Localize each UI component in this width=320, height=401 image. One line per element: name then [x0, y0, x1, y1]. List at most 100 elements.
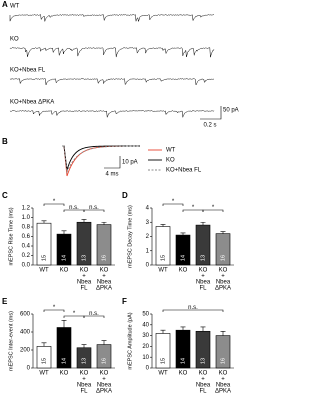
y-tick-label: 0 [146, 263, 150, 269]
y-tick-label: 40 [142, 322, 149, 328]
x-tick-label: FL [80, 286, 88, 292]
x-tick-label: ΔPKA [96, 389, 112, 395]
sig-bracket [83, 209, 105, 212]
n-label: 14 [61, 358, 67, 364]
n-label: 14 [61, 255, 67, 261]
x-tick-label: ΔPKA [215, 286, 231, 292]
error-bar [61, 230, 67, 235]
trace [9, 47, 215, 58]
panel-label: C [2, 191, 8, 200]
y-tick-label: 4 [146, 206, 150, 212]
n-label: 15 [160, 358, 166, 364]
scale-y: 50 pA [223, 108, 239, 114]
n-label: 16 [101, 358, 107, 364]
y-axis-label: mEPSC Inter-event (ms) [8, 311, 14, 371]
error-bar [81, 219, 87, 223]
x-tick-label: KO [80, 371, 89, 377]
legend-label: WT [166, 148, 176, 154]
x-tick-label: KO [199, 268, 208, 274]
avg-trace [62, 145, 141, 174]
error-bar [101, 221, 107, 225]
n-label: 13 [200, 255, 206, 261]
sig-bracket [202, 209, 224, 212]
error-bar [41, 220, 47, 224]
x-tick-label: KO [100, 268, 109, 274]
legend-label: KO [166, 158, 175, 164]
error-bar [220, 231, 226, 234]
x-tick-label: Nbea [196, 280, 211, 286]
error-bar [220, 330, 226, 336]
error-bar [160, 329, 166, 334]
y-tick-label: 50 [142, 312, 149, 318]
x-tick-label: Nbea [97, 280, 112, 286]
sig-label: * [172, 199, 175, 205]
x-tick-label: + [201, 377, 205, 383]
error-bar [81, 344, 87, 348]
legend-label: KO+Nbea FL [166, 168, 202, 174]
error-bar [180, 232, 186, 236]
y-tick-label: 0.4 [22, 244, 31, 250]
error-bar [160, 224, 166, 227]
sig-label: n.s. [89, 205, 99, 211]
x-tick-label: KO [60, 268, 69, 274]
sig-bracket [43, 309, 65, 312]
y-tick-label: 10 [142, 355, 149, 361]
x-tick-label: ΔPKA [96, 286, 112, 292]
panel-label: F [122, 297, 127, 306]
scale-bar [104, 156, 121, 169]
x-tick-label: Nbea [77, 383, 92, 389]
y-tick-label: 2 [146, 234, 150, 240]
x-tick-label: ΔPKA [215, 389, 231, 395]
error-bar [41, 342, 47, 347]
x-tick-label: + [82, 377, 86, 383]
scale-bar [200, 106, 222, 120]
x-tick-label: Nbea [216, 280, 231, 286]
sig-label: * [73, 311, 76, 317]
error-bar [101, 340, 107, 345]
panel-label: B [2, 137, 8, 146]
error-bar [180, 326, 186, 331]
scale-x: 4 ms [105, 172, 118, 178]
y-tick-label: 0.2 [22, 253, 31, 259]
x-tick-label: KO [100, 371, 109, 377]
x-tick-label: + [102, 274, 106, 280]
n-label: 13 [81, 358, 87, 364]
y-tick-label: 0.6 [22, 234, 31, 240]
x-tick-label: + [102, 377, 106, 383]
trace-label: KO+Nbea FL [10, 68, 46, 74]
sig-label: * [212, 205, 215, 211]
x-tick-label: Nbea [196, 383, 211, 389]
error-bar [61, 320, 67, 328]
n-label: 13 [200, 358, 206, 364]
avg-trace [62, 145, 140, 171]
sig-label: n.s. [188, 305, 198, 311]
sig-label: * [53, 305, 56, 311]
y-tick-label: 1.2 [22, 206, 31, 212]
sig-label: * [53, 199, 56, 205]
error-bar [200, 326, 206, 332]
y-axis-label: mEPSC Decay Time (ms) [127, 205, 133, 268]
x-tick-label: Nbea [97, 383, 112, 389]
panel-label: D [122, 191, 128, 200]
trace-label: KO+Nbea ΔPKA [10, 100, 54, 106]
y-tick-label: 1 [146, 248, 150, 254]
y-axis-label: mEPSC Rise Time (ms) [8, 207, 14, 265]
scale-x: 0.2 s [203, 123, 216, 129]
sig-label: n.s. [89, 311, 99, 317]
trace [9, 14, 215, 23]
y-tick-label: 600 [20, 312, 31, 318]
x-tick-label: KO [80, 268, 89, 274]
x-tick-label: KO [219, 371, 228, 377]
y-tick-label: 0 [146, 366, 150, 372]
error-bar [200, 221, 206, 226]
n-label: 15 [41, 255, 47, 261]
x-tick-label: Nbea [216, 383, 231, 389]
x-tick-label: WT [158, 268, 168, 274]
y-tick-label: 20 [142, 344, 149, 350]
x-tick-label: KO [219, 268, 228, 274]
sig-label: * [192, 205, 195, 211]
trace [9, 110, 215, 118]
x-tick-label: FL [199, 389, 207, 395]
y-tick-label: 0.8 [22, 225, 31, 231]
